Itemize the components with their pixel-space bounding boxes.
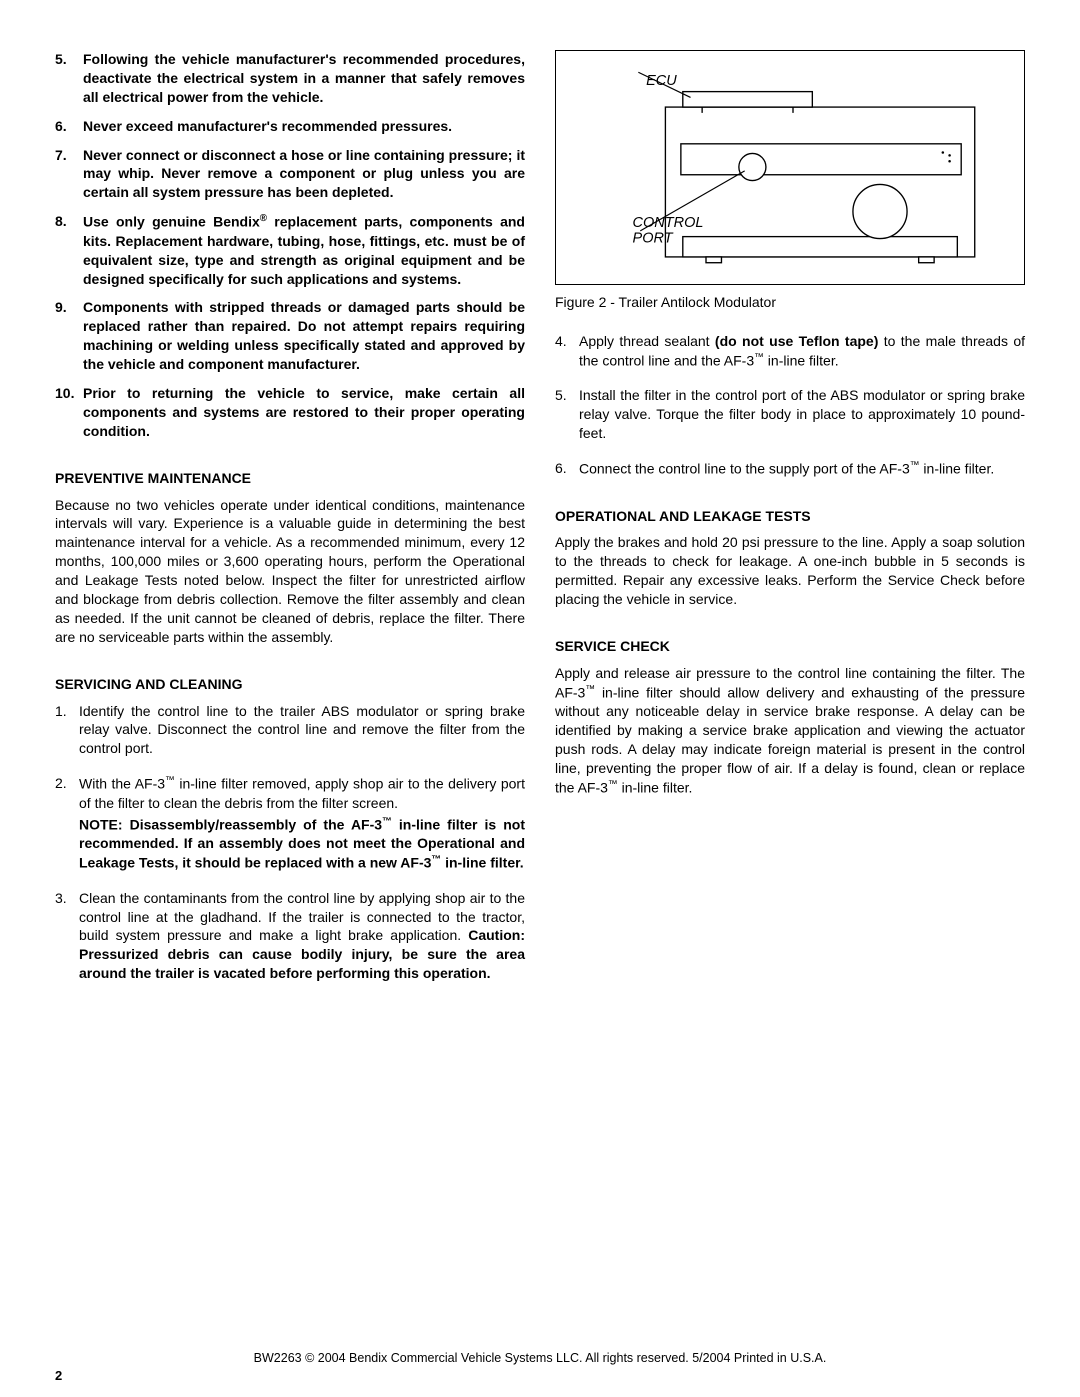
footer-text: BW2263 © 2004 Bendix Commercial Vehicle … [0,1350,1080,1367]
servicing-step: 4.Apply thread sealant (do not use Teflo… [555,332,1025,370]
servicing-steps-continued: 4.Apply thread sealant (do not use Teflo… [555,332,1025,479]
preventive-heading: PREVENTIVE MAINTENANCE [55,469,525,488]
warnings-list: 5.Following the vehicle manufacturer's r… [55,50,525,441]
page-number: 2 [55,1367,62,1385]
two-column-layout: 5.Following the vehicle manufacturer's r… [55,50,1025,999]
warning-item: 7.Never connect or disconnect a hose or … [55,146,525,203]
warning-item: 10.Prior to returning the vehicle to ser… [55,384,525,441]
warning-item: 5.Following the vehicle manufacturer's r… [55,50,525,107]
service-check-heading: SERVICE CHECK [555,637,1025,656]
ecu-label: ECU [646,73,677,89]
operational-body: Apply the brakes and hold 20 psi pressur… [555,533,1025,609]
preventive-body: Because no two vehicles operate under id… [55,496,525,647]
left-column: 5.Following the vehicle manufacturer's r… [55,50,525,999]
figure-caption: Figure 2 - Trailer Antilock Modulator [555,293,1025,312]
modulator-diagram: ECU CONTROL PORT [590,65,996,270]
servicing-step: 2.With the AF-3™ in-line filter removed,… [55,774,525,872]
servicing-list: 1.Identify the control line to the trail… [55,702,525,984]
figure-2: ECU CONTROL PORT Figure 2 - Trailer Anti… [555,50,1025,312]
control-port-label-1: CONTROL [633,215,704,231]
warning-item: 6.Never exceed manufacturer's recommende… [55,117,525,136]
servicing-step: 1.Identify the control line to the trail… [55,702,525,759]
service-check-body: Apply and release air pressure to the co… [555,664,1025,798]
warning-item: 9.Components with stripped threads or da… [55,298,525,374]
servicing-step: 3.Clean the contaminants from the contro… [55,889,525,983]
servicing-step: 5.Install the filter in the control port… [555,386,1025,443]
operational-heading: OPERATIONAL AND LEAKAGE TESTS [555,507,1025,526]
figure-box: ECU CONTROL PORT [555,50,1025,285]
servicing-heading: SERVICING AND CLEANING [55,675,525,694]
right-column: ECU CONTROL PORT Figure 2 - Trailer Anti… [555,50,1025,999]
warning-item: 8.Use only genuine Bendix® replacement p… [55,212,525,288]
control-port-label-2: PORT [633,230,674,246]
servicing-step: 6.Connect the control line to the supply… [555,459,1025,479]
